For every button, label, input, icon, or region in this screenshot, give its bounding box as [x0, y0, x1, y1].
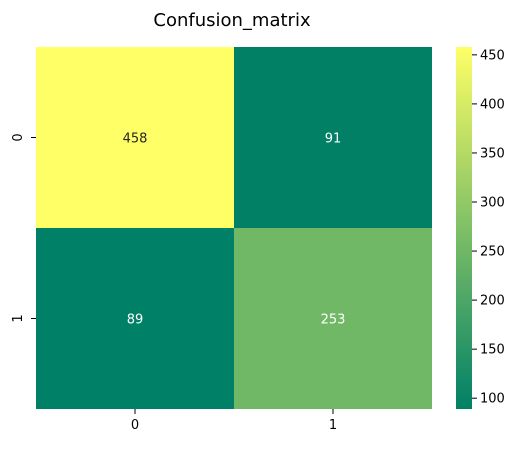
colorbar-tick-label: 350 — [480, 146, 505, 161]
colorbar-gradient — [456, 47, 472, 409]
cell-label: 89 — [127, 313, 144, 328]
heatmap-cell — [36, 228, 234, 409]
cell-label: 253 — [321, 313, 346, 328]
cell-label: 458 — [123, 132, 148, 147]
colorbar-tick-label: 300 — [480, 196, 505, 211]
y-tick-label: 0 — [11, 133, 26, 141]
colorbar-tick-label: 200 — [480, 294, 505, 309]
colorbar-tick-label: 250 — [480, 245, 505, 260]
colorbar-tick-label: 400 — [480, 97, 505, 112]
cell-label: 91 — [325, 132, 342, 147]
heatmap-cell — [234, 47, 432, 228]
colorbar-tick-label: 100 — [480, 392, 505, 407]
y-tick-label: 1 — [11, 314, 26, 322]
colorbar-tick-label: 150 — [480, 343, 505, 358]
heatmap-cell — [234, 228, 432, 409]
heatmap-cell — [36, 47, 234, 228]
colorbar-tick-label: 450 — [480, 48, 505, 63]
chart-title: Confusion_matrix — [153, 10, 311, 31]
x-tick-label: 1 — [329, 418, 337, 433]
x-tick-label: 0 — [131, 418, 139, 433]
